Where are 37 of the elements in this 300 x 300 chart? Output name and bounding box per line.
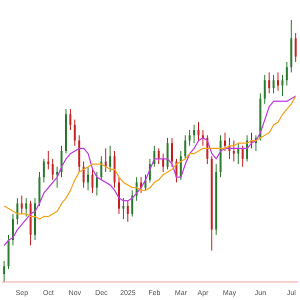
candlestick: [20, 195, 23, 214]
candlestick: [281, 74, 284, 96]
candlestick: [188, 130, 191, 146]
candlestick: [16, 198, 18, 225]
candlestick: [166, 137, 169, 170]
candlestick: [264, 74, 266, 104]
candlestick: [224, 132, 226, 152]
candlestick: [184, 134, 186, 160]
candlestick: [242, 145, 244, 168]
candlestick: [82, 160, 85, 188]
candlestick: [268, 72, 270, 94]
candlestick: [3, 260, 6, 282]
candlestick: [52, 158, 54, 180]
candlestick: [69, 108, 72, 131]
candlestick: [286, 61, 288, 86]
candlestick: [91, 168, 94, 194]
candlestick: [170, 137, 173, 168]
candlestick: [12, 213, 14, 246]
candlestick: [100, 156, 102, 180]
candlestick: [158, 148, 160, 165]
candlestick: [25, 198, 28, 217]
candlestick: [277, 72, 280, 92]
candlestick: [294, 32, 297, 62]
candlestick: [272, 74, 275, 94]
candlestick: [42, 158, 45, 183]
candlestick: [87, 166, 90, 191]
candlestick: [96, 171, 98, 196]
candlestick: [197, 122, 200, 142]
candlestick: [193, 124, 196, 144]
candlestick: [74, 119, 76, 146]
candlestick: [122, 198, 124, 220]
candlestick: [131, 190, 134, 217]
candlestick: [56, 166, 58, 188]
candlestick: [232, 140, 235, 162]
candlestick: [126, 200, 129, 222]
candlestick: [47, 150, 50, 170]
candlestick: [109, 145, 112, 172]
